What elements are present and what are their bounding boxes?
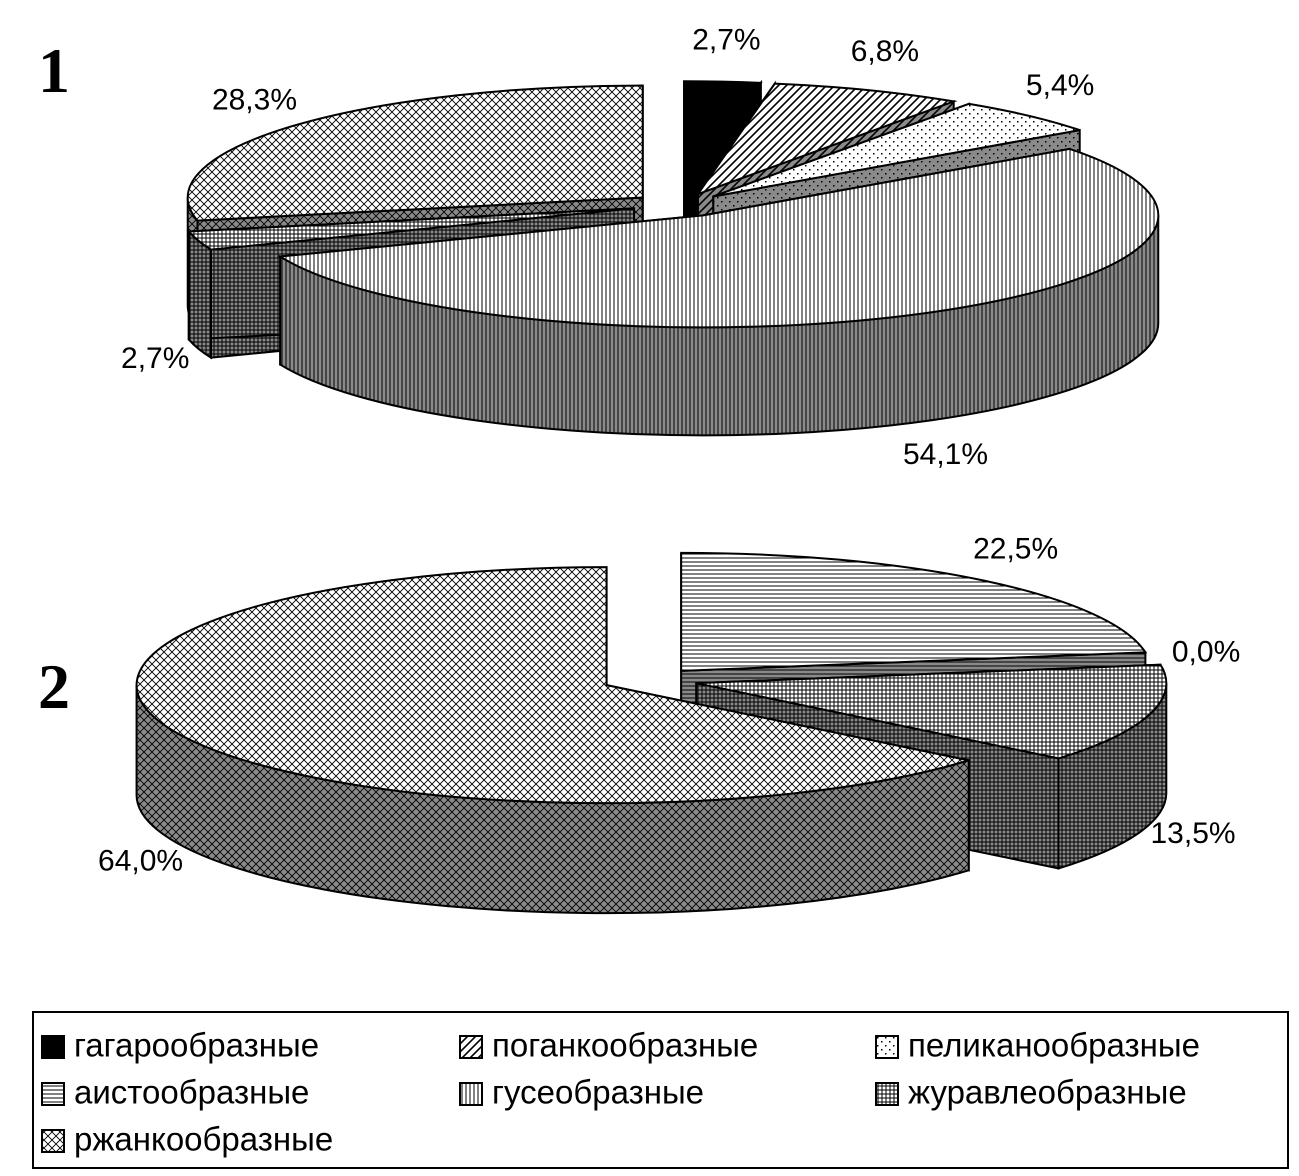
slice-top xyxy=(680,551,1148,672)
data-label: 6,8% xyxy=(851,35,919,68)
data-label: 28,3% xyxy=(212,84,297,117)
legend-label: аистообразные xyxy=(74,1074,309,1111)
slice-top xyxy=(135,566,969,805)
data-label: 13,5% xyxy=(1151,817,1236,850)
chart-title: 2 xyxy=(38,651,70,722)
slice-top xyxy=(683,80,763,197)
data-label: 5,4% xyxy=(1026,69,1094,102)
legend-swatch xyxy=(41,1035,65,1059)
data-label: 0,0% xyxy=(1172,635,1240,668)
slice xyxy=(135,566,970,915)
legend-label: гусеобразные xyxy=(492,1074,704,1111)
legend-swatch xyxy=(459,1035,483,1059)
slice-top xyxy=(186,84,644,222)
legend-label: ржанкообразные xyxy=(74,1121,333,1158)
slice-top xyxy=(712,102,1081,198)
data-label: 22,5% xyxy=(973,533,1058,566)
chart-title: 1 xyxy=(38,35,70,106)
legend-swatch xyxy=(41,1082,65,1106)
legend-label: журавлеобразные xyxy=(908,1074,1187,1111)
legend-label: пеликанообразные xyxy=(908,1027,1200,1064)
legend-swatch xyxy=(875,1035,899,1059)
legend-swatch xyxy=(41,1129,65,1153)
data-label: 54,1% xyxy=(903,438,988,471)
legend-box xyxy=(32,1011,1289,1169)
data-label: 2,7% xyxy=(121,342,189,375)
legend-label: поганкообразные xyxy=(492,1027,758,1064)
slice-wall xyxy=(187,228,212,360)
slice-top xyxy=(277,147,1160,329)
slice-top xyxy=(695,82,958,197)
data-label: 2,7% xyxy=(692,24,760,57)
data-label: 64,0% xyxy=(98,844,183,877)
legend-swatch xyxy=(459,1082,483,1106)
slice-top xyxy=(186,207,635,251)
legend-swatch xyxy=(875,1082,899,1106)
slice-top xyxy=(696,663,1168,760)
legend-label: гагарообразные xyxy=(74,1027,319,1064)
slice xyxy=(277,147,1160,437)
